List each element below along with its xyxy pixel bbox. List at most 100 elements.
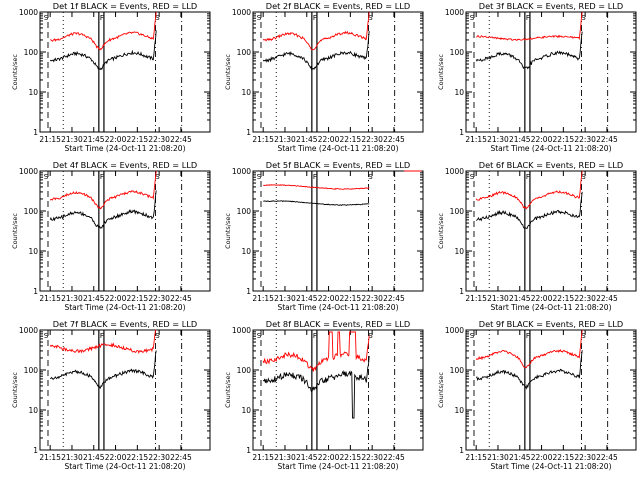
y-axis-label: Counts/sec [224,54,232,90]
series-events-line [49,190,157,229]
panel-det-6: Det 6f BLACK = Events, RED = LLD 1 10 100 10… [437,160,637,312]
x-tick-label: 22:00 [318,294,340,303]
flare-marker-label: F [100,14,104,22]
plot-frame [39,11,211,133]
x-tick-label: 22:00 [105,294,127,303]
start-marker-label: S [257,173,262,181]
panel-title: Det 2f BLACK = Events, RED = LLD [266,1,410,11]
x-tick-label: 22:00 [531,453,553,462]
y-tick-label: 10 [241,88,251,97]
x-tick-label: 22:30 [361,135,383,144]
x-tick-label: 21:15 [39,135,61,144]
x-tick-label: 21:15 [252,453,274,462]
x-tick-label: 21:30 [487,453,509,462]
panel-title: Det 4f BLACK = Events, RED = LLD [53,160,197,170]
x-tick-label: 21:30 [487,135,509,144]
y-tick-label: 100 [237,48,252,57]
plot-frame [252,11,424,133]
end-marker-label: S [155,173,160,181]
series-lld-line [50,11,157,51]
y-tick-label: 1000 [232,167,251,176]
end-marker-label: S [368,14,373,22]
y-tick-label: 1000 [19,8,38,17]
x-axis-label: Start Time (24-Oct-11 21:08:20) [490,144,611,153]
plot-frame [465,170,637,292]
flare-marker-label: F [100,332,104,340]
x-tick-label: 21:30 [487,294,509,303]
y-tick-label: 1 [459,287,464,296]
y-tick-label: 1 [33,287,38,296]
x-axis-label: Start Time (24-Oct-11 21:08:20) [490,462,611,471]
series-events-line [475,350,583,390]
y-axis-label: Counts/sec [11,213,19,249]
panel-det-7: Det 7f BLACK = Events, RED = LLD 1 10 100 10… [11,319,211,471]
y-tick-label: 10 [28,406,38,415]
y-tick-label: 1000 [232,8,251,17]
x-axis-label: Start Time (24-Oct-11 21:08:20) [277,462,398,471]
y-tick-label: 1 [459,446,464,455]
start-marker-label: S [470,14,475,22]
y-tick-label: 100 [24,48,39,57]
x-tick-label: 22:15 [340,294,362,303]
series-events-line [50,350,157,389]
start-marker-label: S [470,173,475,181]
series-events-line [475,191,583,230]
x-tick-label: 22:00 [318,135,340,144]
panel-det-9: Det 9f BLACK = Events, RED = LLD 1 10 100 10… [437,319,637,471]
x-tick-label: 21:15 [465,294,487,303]
panel-title: Det 6f BLACK = Events, RED = LLD [479,160,623,170]
y-tick-label: 100 [237,207,252,216]
start-marker-label: S [44,173,49,181]
flare-marker-label: F [313,14,317,22]
x-tick-label: 22:15 [127,453,149,462]
x-tick-label: 22:15 [340,453,362,462]
x-tick-label: 22:15 [553,453,575,462]
y-tick-label: 100 [24,207,39,216]
x-tick-label: 22:45 [170,135,192,144]
x-tick-label: 22:00 [531,135,553,144]
y-tick-label: 1 [33,446,38,455]
start-marker-label: S [44,332,49,340]
start-marker-label: S [470,332,475,340]
end-marker-label: S [155,332,160,340]
series-lld-line [49,170,157,210]
y-tick-label: 10 [454,406,464,415]
panel-det-3: Det 3f BLACK = Events, RED = LLD 1 10 100 10… [437,1,637,153]
x-tick-label: 22:30 [574,135,596,144]
x-tick-label: 22:15 [127,294,149,303]
y-tick-label: 1 [246,128,251,137]
panel-title: Det 3f BLACK = Events, RED = LLD [479,1,623,11]
series-lld-line [475,170,583,210]
x-tick-label: 22:15 [127,135,149,144]
series-lld-line [475,329,583,369]
end-marker-label: S [155,14,160,22]
x-tick-label: 22:30 [361,294,383,303]
plot-frame [39,329,211,451]
y-tick-label: 10 [454,88,464,97]
x-tick-label: 21:45 [296,135,318,144]
x-tick-label: 22:15 [553,135,575,144]
y-axis-label: Counts/sec [437,372,445,408]
series-events-line [262,355,370,419]
x-tick-label: 22:30 [574,294,596,303]
y-tick-label: 1000 [232,326,251,335]
y-tick-label: 1 [33,128,38,137]
panel-det-4: Det 4f BLACK = Events, RED = LLD 1 10 100 10… [11,160,211,312]
x-tick-label: 22:00 [318,453,340,462]
x-tick-label: 21:15 [39,294,61,303]
x-tick-label: 22:45 [383,135,405,144]
y-tick-label: 10 [28,247,38,256]
x-tick-label: 21:45 [509,294,531,303]
x-tick-label: 22:45 [596,135,618,144]
y-tick-label: 1000 [19,167,38,176]
panel-det-8: Det 8f BLACK = Events, RED = LLD 1 10 100 10… [224,319,424,471]
x-axis-label: Start Time (24-Oct-11 21:08:20) [277,303,398,312]
plot-frame [39,170,211,292]
x-tick-label: 21:30 [61,135,83,144]
y-axis-label: Counts/sec [11,372,19,408]
x-axis-label: Start Time (24-Oct-11 21:08:20) [277,144,398,153]
y-tick-label: 100 [24,366,39,375]
y-tick-label: 100 [450,48,465,57]
